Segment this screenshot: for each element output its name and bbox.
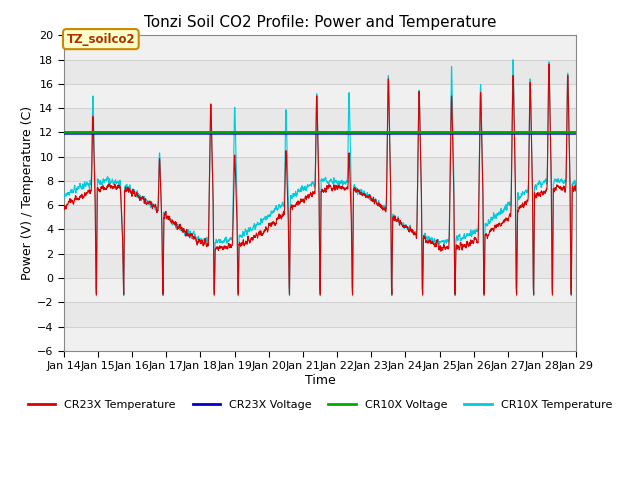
Y-axis label: Power (V) / Temperature (C): Power (V) / Temperature (C) — [21, 106, 34, 280]
Bar — [64, 254, 576, 278]
Bar — [64, 36, 576, 60]
Bar — [64, 132, 576, 156]
Bar — [64, 205, 576, 229]
Bar — [64, 84, 576, 108]
Bar — [64, 229, 576, 254]
Bar — [64, 60, 576, 84]
Bar — [64, 181, 576, 205]
Text: TZ_soilco2: TZ_soilco2 — [67, 33, 135, 46]
Bar — [64, 278, 576, 302]
Bar — [64, 302, 576, 326]
Bar — [64, 326, 576, 351]
Legend: CR23X Temperature, CR23X Voltage, CR10X Voltage, CR10X Temperature: CR23X Temperature, CR23X Voltage, CR10X … — [23, 396, 617, 415]
Bar — [64, 108, 576, 132]
Bar — [64, 156, 576, 181]
Title: Tonzi Soil CO2 Profile: Power and Temperature: Tonzi Soil CO2 Profile: Power and Temper… — [144, 15, 496, 30]
X-axis label: Time: Time — [305, 374, 335, 387]
